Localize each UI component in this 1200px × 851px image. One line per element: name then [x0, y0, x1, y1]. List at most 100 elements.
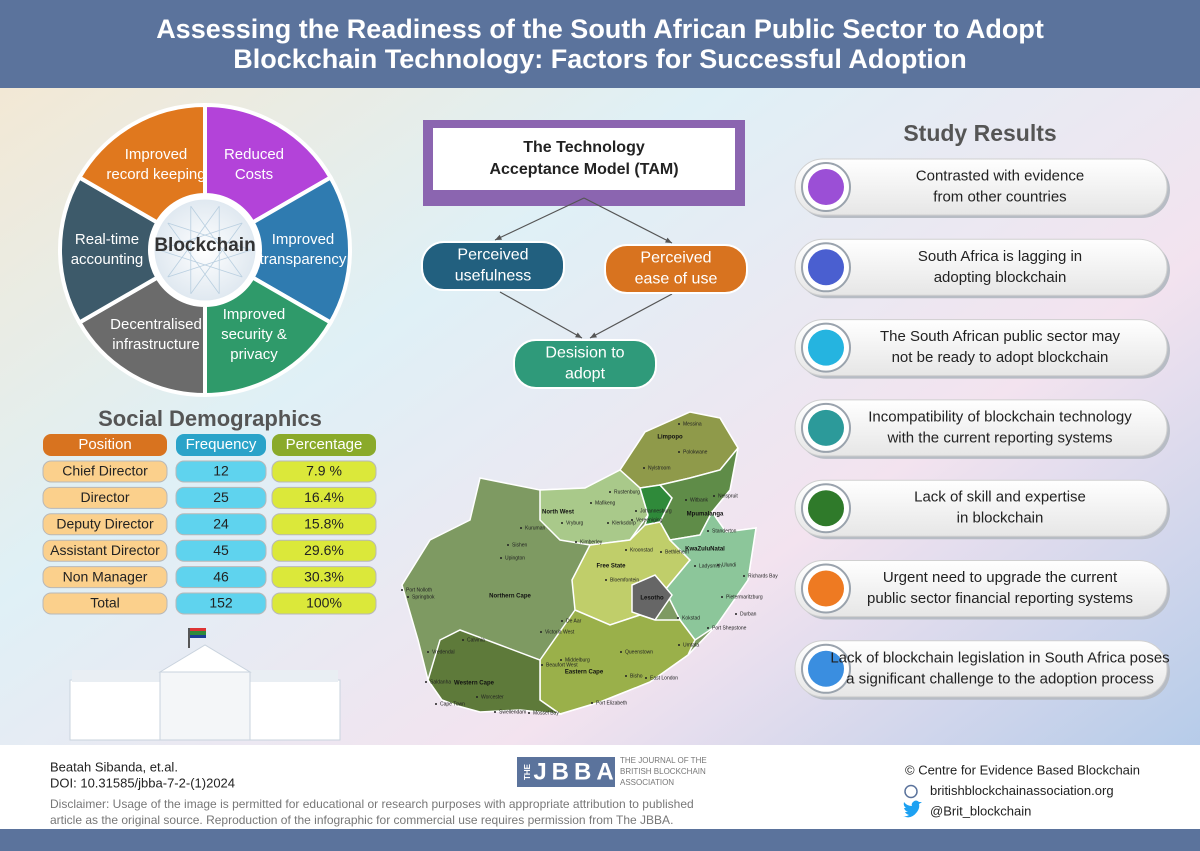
- doi: DOI: 10.31585/jbba-7-2-(1)2024: [50, 775, 235, 790]
- results-title: Study Results: [903, 120, 1056, 146]
- city-label: Polokwane: [683, 449, 708, 455]
- table-cell: [271, 460, 377, 483]
- city-label: Worcester: [481, 694, 504, 700]
- table-cell-text: Assistant Director: [50, 542, 160, 558]
- lesotho-shape: [631, 574, 673, 621]
- wheel-label: Real-time: [75, 231, 139, 248]
- city-dot: [540, 631, 542, 633]
- province-label: North West: [542, 510, 574, 516]
- city-label: Queenstown: [625, 649, 653, 655]
- logo-the: THE: [523, 763, 532, 780]
- table-cell: [175, 486, 267, 509]
- city-dot: [520, 527, 522, 529]
- contact: © Centre for Evidence Based Blockchain: [905, 762, 1140, 777]
- result-pill: [794, 640, 1168, 698]
- table-cell-text: Deputy Director: [56, 516, 154, 532]
- table-cell-text: 152: [209, 595, 233, 611]
- tam-arrow: [494, 197, 585, 241]
- wheel-label: Costs: [235, 166, 273, 183]
- wheel-segment: [249, 174, 352, 326]
- contact: @Brit_blockchain: [930, 803, 1031, 818]
- table-cell-text: Total: [90, 595, 120, 611]
- western-cape-shape: [427, 629, 563, 716]
- city-label: Mossel Bay: [533, 710, 559, 716]
- city-label: Port Nolloth: [406, 587, 432, 593]
- table-cell: [175, 513, 267, 536]
- city-label: Johannesburg: [640, 508, 672, 514]
- city-label: Umtata: [683, 642, 699, 648]
- city-label: Standerton: [712, 528, 737, 534]
- province-label: Mpumalanga: [687, 512, 724, 518]
- wheel-label: Reduced: [224, 146, 284, 163]
- city-label: Richards Bay: [748, 573, 778, 579]
- city-label: Pietermaritzburg: [726, 594, 763, 600]
- result-pill: [794, 479, 1168, 537]
- city-label: Messina: [683, 421, 702, 427]
- table-cell: [271, 539, 377, 562]
- city-dot: [717, 564, 719, 566]
- city-label: East London: [650, 675, 678, 681]
- city-dot: [643, 467, 645, 469]
- table-cell: [42, 486, 168, 509]
- city-label: Vryburg: [566, 520, 584, 526]
- author: Beatah Sibanda, et.al.: [50, 759, 178, 774]
- city-label: Cape Town: [440, 701, 465, 707]
- wheel-label: transparency: [260, 251, 347, 268]
- table-cell-text: 7.9 %: [306, 463, 342, 479]
- table-cell: [271, 486, 377, 509]
- kwazulu-natal-shape: [664, 510, 757, 642]
- city-dot: [721, 596, 723, 598]
- city-dot: [435, 703, 437, 705]
- result-dot: [808, 329, 844, 366]
- city-dot: [427, 651, 429, 653]
- tam-arrowhead: [495, 234, 502, 240]
- tam-node-label: Perceived: [457, 247, 528, 264]
- city-label: Upington: [505, 555, 525, 561]
- city-dot: [494, 711, 496, 713]
- table-header-cell: [43, 434, 167, 456]
- result-text: adopting blockchain: [934, 269, 1067, 286]
- tam-node-label: usefulness: [455, 268, 532, 285]
- page-title: Assessing the Readiness of the South Afr…: [156, 14, 1044, 44]
- hub-network-line: [167, 206, 220, 278]
- city-dot: [660, 551, 662, 553]
- city-dot: [743, 575, 745, 577]
- city-dot: [407, 596, 409, 598]
- wheel-label: Decentralised: [110, 316, 202, 333]
- wheel-segment: [203, 102, 334, 226]
- table-cell: [42, 539, 168, 562]
- table-header-cell: [176, 434, 266, 456]
- tam-node-label: adopt: [565, 366, 606, 383]
- result-pill: [794, 158, 1168, 216]
- result-dot: [808, 249, 844, 286]
- tam-node-label: ease of use: [635, 271, 718, 288]
- city-label: Klerksdorp: [612, 520, 636, 526]
- result-dot: [808, 409, 844, 446]
- province-label: Western Cape: [454, 681, 495, 687]
- result-pill: [794, 319, 1168, 377]
- map: [401, 411, 757, 716]
- city-dot: [625, 549, 627, 551]
- result-text: from other countries: [933, 188, 1066, 205]
- city-label: Kokstad: [682, 615, 700, 621]
- city-label: Calvinia: [467, 637, 485, 643]
- city-label: Swellendam: [499, 709, 526, 715]
- city-label: Kimberley: [580, 539, 603, 545]
- city-label: Saldanha: [430, 679, 451, 685]
- logo-caption: THE JOURNAL OF THE: [620, 756, 707, 765]
- result-pill: [794, 560, 1168, 617]
- wheel-label: accounting: [71, 251, 144, 268]
- city-label: Mafikeng: [595, 500, 616, 506]
- flag-stripe: [190, 635, 206, 638]
- table-cell: [42, 460, 168, 483]
- header-band: [0, 0, 1200, 88]
- province-label: KwaZuluNatal: [685, 547, 725, 553]
- city-label: Nelspruit: [718, 493, 738, 499]
- logo-box: [517, 757, 615, 787]
- table-cell: [271, 566, 377, 589]
- city-dot: [625, 675, 627, 677]
- table-cell-text: 29.6%: [304, 542, 344, 558]
- province-label: Limpopo: [657, 435, 683, 441]
- city-label: De Aar: [566, 618, 582, 624]
- city-dot: [609, 491, 611, 493]
